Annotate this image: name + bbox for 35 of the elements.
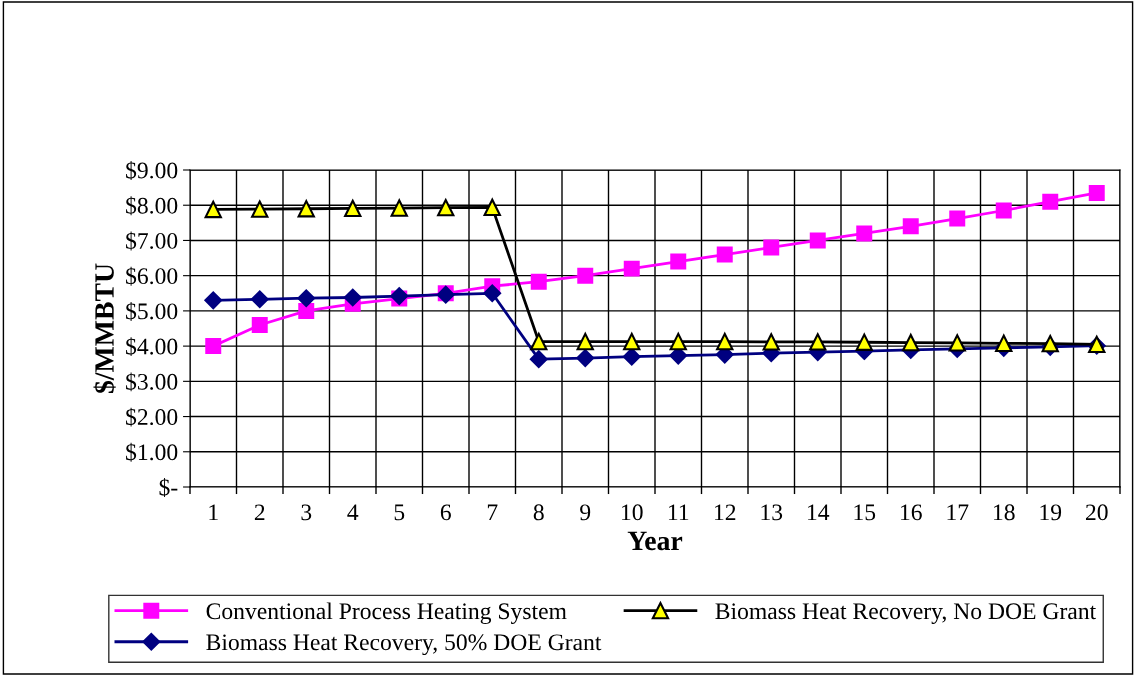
x-tick-label: 7: [487, 504, 498, 521]
x-tick-label: 16: [901, 504, 922, 521]
x-tick-label: 9: [580, 504, 591, 521]
x-tick-label: 17: [947, 504, 969, 521]
y-tick-label: $9.00: [126, 161, 178, 180]
y-tick-label: $1.00: [126, 442, 178, 462]
y-tick-label: $2.00: [126, 407, 178, 427]
x-tick-label: 6: [440, 504, 451, 521]
y-tick-label: $5.00: [126, 301, 178, 321]
y-axis-title: $/MMBTU: [93, 263, 116, 394]
x-tick-label: 11: [668, 504, 689, 521]
x-tick-label: 10: [622, 504, 643, 521]
x-tick-label: 3: [301, 504, 312, 521]
x-tick-label: 15: [854, 504, 876, 521]
x-tick-label: 14: [808, 504, 830, 521]
y-tick-label: $3.00: [126, 372, 178, 392]
x-tick-label: 8: [533, 504, 544, 521]
x-tick-label: 12: [715, 504, 736, 521]
x-tick-label: 13: [761, 504, 783, 521]
x-tick-label: 1: [209, 504, 218, 521]
x-tick-label: 5: [394, 504, 405, 521]
legend-label: Biomass Heat Recovery, 50% DOE Grant: [206, 634, 602, 656]
legend-label: Biomass Heat Recovery, No DOE Grant: [715, 603, 1097, 625]
x-tick-label: 19: [1040, 504, 1062, 521]
legend-label: Conventional Process Heating System: [206, 602, 567, 625]
y-tick-label: $6.00: [126, 266, 178, 286]
x-axis-title: Year: [627, 531, 683, 551]
y-tick-label: $7.00: [126, 231, 178, 251]
y-tick-label: $4.00: [126, 337, 178, 357]
x-tick-label: 2: [254, 504, 265, 521]
x-tick-label: 20: [1085, 504, 1108, 521]
y-tick-label: $-: [159, 478, 178, 497]
x-tick-label: 18: [994, 504, 1015, 521]
x-tick-label: 4: [347, 504, 359, 521]
y-tick-label: $8.00: [126, 196, 178, 216]
